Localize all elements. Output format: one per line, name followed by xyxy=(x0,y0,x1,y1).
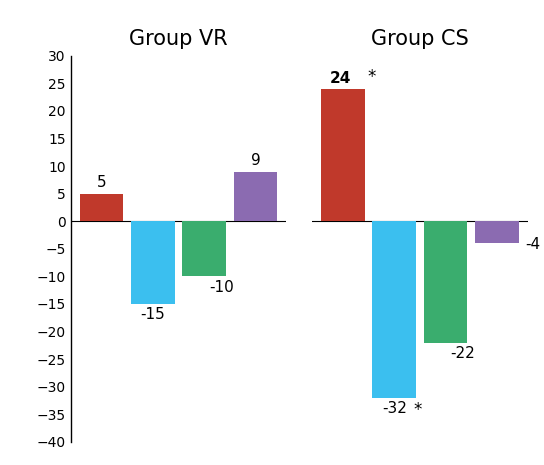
Bar xyxy=(182,221,226,276)
Text: -15: -15 xyxy=(140,307,165,322)
Bar xyxy=(475,221,518,243)
Bar xyxy=(234,172,277,221)
Text: -4: -4 xyxy=(525,238,540,252)
Text: -32: -32 xyxy=(382,401,407,416)
Title: Group CS: Group CS xyxy=(371,29,469,49)
Text: 24: 24 xyxy=(330,71,351,86)
Text: *: * xyxy=(367,67,375,86)
Text: -10: -10 xyxy=(209,279,234,295)
Text: 5: 5 xyxy=(97,175,106,190)
Bar xyxy=(131,221,175,304)
Bar xyxy=(424,221,467,343)
Text: 9: 9 xyxy=(251,153,261,168)
Title: Group VR: Group VR xyxy=(129,29,228,49)
Text: *: * xyxy=(413,401,422,419)
Bar xyxy=(373,221,416,398)
Text: -22: -22 xyxy=(450,346,475,361)
Bar xyxy=(321,89,364,221)
Bar xyxy=(80,193,123,221)
